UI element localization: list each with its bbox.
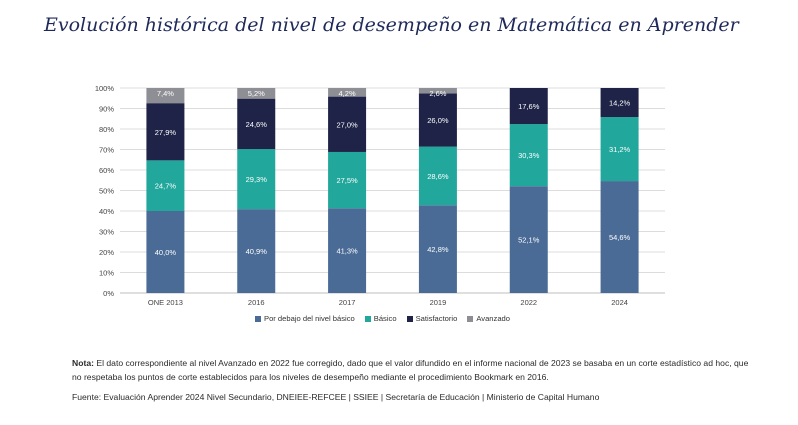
data-label: 54,6% (609, 233, 631, 242)
stacked-bar-chart: 0% 10% 20% 30% 40% 50% 60% 70% 80% 90% 100% 40,0% 24… (95, 84, 665, 307)
data-label: 14,2% (609, 99, 631, 108)
data-label: 4,2% (339, 89, 356, 98)
y-tick-label: 20% (99, 248, 114, 257)
bar-segment (237, 88, 276, 99)
y-tick-label: 60% (99, 166, 114, 175)
bar-segment (509, 124, 548, 187)
legend-swatch (255, 315, 261, 322)
data-label: 41,3% (336, 247, 358, 256)
note-text: El dato correspondiente al nivel Avanzad… (72, 358, 749, 382)
y-tick-label: 0% (103, 289, 114, 298)
bar-segment (146, 160, 185, 211)
legend-swatch (364, 315, 371, 322)
bar-segment (146, 211, 185, 293)
legend-label: Satisfactorio (415, 314, 458, 323)
data-label: 52,1% (518, 236, 540, 245)
y-tick-label: 70% (99, 146, 114, 155)
bar-segment (237, 98, 276, 150)
y-tick-label: 90% (99, 105, 114, 114)
legend-label: Por debajo del nivel básico (264, 314, 355, 323)
data-label: 26,0% (427, 116, 449, 125)
bar-segment (237, 149, 276, 210)
data-label: 24,6% (246, 120, 268, 129)
bar-segment (146, 88, 185, 104)
data-label: 27,5% (336, 176, 358, 185)
bar-segment (328, 151, 367, 209)
bar-segment (237, 209, 276, 293)
x-tick-label: 2017 (339, 298, 356, 307)
y-tick-label: 40% (99, 207, 114, 216)
data-label: 30,3% (518, 151, 540, 160)
data-label: 7,4% (157, 89, 174, 98)
bar-segment (418, 93, 457, 147)
legend-swatch (467, 315, 474, 322)
bar-segment (418, 146, 457, 206)
data-label: 2,6% (429, 89, 446, 98)
chart-title: Evolución histórica del nivel de desempe… (44, 14, 739, 36)
chart-note: Nota: El dato correspondiente al nivel A… (72, 356, 752, 384)
chart-source: Fuente: Evaluación Aprender 2024 Nivel S… (72, 392, 600, 402)
y-tick-label: 100% (95, 84, 115, 93)
bar-segment (509, 88, 548, 125)
y-tick-label: 30% (99, 228, 114, 237)
bar-segment (328, 88, 367, 97)
legend-item: Satisfactorio (406, 314, 458, 323)
y-tick-label: 80% (99, 125, 114, 134)
chart-legend: Por debajo del nivel básico Básico Satisfa… (255, 314, 510, 323)
bar-segment (600, 117, 639, 182)
x-tick-label: 2019 (430, 298, 447, 307)
data-label: 42,8% (427, 245, 449, 254)
legend-label: Avanzado (476, 314, 510, 323)
data-label: 40,0% (155, 248, 177, 257)
data-label: 29,3% (246, 175, 268, 184)
y-tick-label: 50% (99, 187, 114, 196)
data-label: 27,9% (155, 128, 177, 137)
legend-swatch (406, 315, 413, 322)
legend-label: Básico (373, 314, 397, 323)
data-label: 24,7% (155, 182, 177, 191)
x-tick-label: 2022 (520, 298, 537, 307)
data-label: 31,2% (609, 145, 631, 154)
x-tick-label: ONE 2013 (148, 298, 183, 307)
data-label: 27,0% (336, 120, 358, 129)
legend-item: Básico (364, 314, 397, 323)
bar-segment (509, 186, 548, 293)
legend-item: Por debajo del nivel básico (255, 314, 355, 323)
bar-segment (146, 103, 185, 161)
bar-segment (600, 181, 639, 293)
data-label: 5,2% (248, 89, 265, 98)
data-label: 28,6% (427, 172, 449, 181)
data-label: 17,6% (518, 102, 540, 111)
bar-segment (418, 205, 457, 293)
bar-segment (328, 208, 367, 293)
data-label: 40,9% (246, 247, 268, 256)
bar-segment (328, 96, 367, 152)
bar-segment (418, 88, 457, 94)
note-label: Nota: (72, 358, 94, 368)
x-tick-label: 2024 (611, 298, 628, 307)
legend-item: Avanzado (467, 314, 510, 323)
bar-segment (600, 88, 639, 118)
x-tick-label: 2016 (248, 298, 265, 307)
y-tick-label: 10% (99, 269, 114, 278)
